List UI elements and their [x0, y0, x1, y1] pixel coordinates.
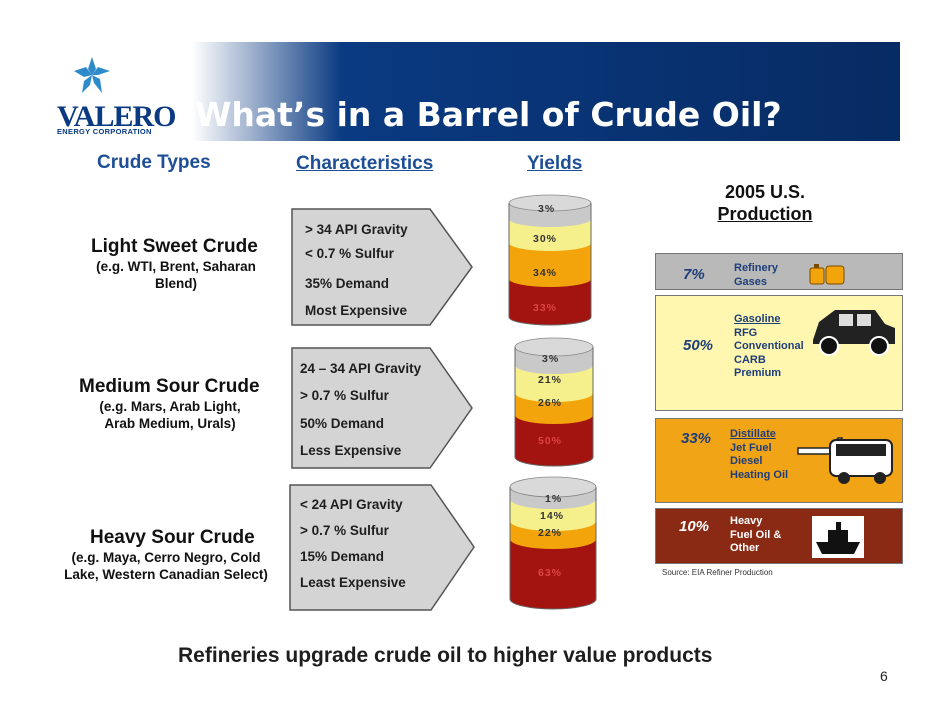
- production-row-refinery-gases: [655, 253, 903, 290]
- characteristic-text: < 24 API Gravity: [300, 497, 403, 512]
- yield-pct: 34%: [533, 267, 558, 279]
- crude-examples-medium-sour: (e.g. Mars, Arab Light, Arab Medium, Ural…: [99, 399, 241, 431]
- yield-pct: 63%: [538, 567, 563, 579]
- characteristics-arrow-heavy-sour: [288, 483, 475, 611]
- production-list: Gasoline RFG Conventional CARB Premium: [734, 313, 804, 379]
- production-heading: 2005 U.S. Production: [717, 182, 813, 224]
- yield-pct: 30%: [533, 233, 558, 245]
- plane-bus-icon: [790, 424, 900, 499]
- yield-barrel-medium-sour: [512, 335, 596, 478]
- characteristic-text: > 0.7 % Sulfur: [300, 523, 389, 538]
- production-pct: 10%: [679, 518, 710, 535]
- ship-icon: [812, 516, 864, 563]
- column-heading-yields: Yields: [527, 153, 583, 174]
- column-heading-crude-types: Crude Types: [97, 152, 211, 173]
- yield-barrel-light-sweet: [505, 193, 595, 338]
- characteristic-text: 35% Demand: [305, 276, 390, 291]
- characteristics-arrow-medium-sour: [290, 346, 475, 469]
- footer-tagline: Refineries upgrade crude oil to higher v…: [178, 644, 713, 667]
- yield-pct: 50%: [538, 435, 563, 447]
- characteristic-text: 24 – 34 API Gravity: [300, 361, 422, 376]
- characteristics-arrow-light-sweet: [290, 207, 475, 326]
- production-list: Refinery Gases: [734, 262, 779, 288]
- characteristic-text: 15% Demand: [300, 549, 385, 564]
- production-pct: 50%: [683, 337, 714, 354]
- crude-examples-heavy-sour: (e.g. Maya, Cerro Negro, Cold Lake, Weste…: [64, 550, 268, 582]
- page-number: 6: [880, 668, 888, 684]
- characteristic-text: > 0.7 % Sulfur: [300, 388, 389, 403]
- yield-pct: 33%: [533, 302, 558, 314]
- crude-name-heavy-sour: Heavy Sour Crude: [90, 527, 255, 548]
- yield-pct: 3%: [538, 203, 556, 215]
- car-icon: [805, 300, 900, 365]
- yield-pct: 1%: [545, 493, 563, 505]
- yield-pct: 26%: [538, 397, 563, 409]
- characteristic-text: < 0.7 % Sulfur: [305, 246, 394, 261]
- column-heading-characteristics: Characteristics: [296, 153, 434, 174]
- characteristic-text: Least Expensive: [300, 575, 406, 590]
- production-list: Heavy Fuel Oil & Other: [730, 515, 782, 554]
- crude-examples-light-sweet: (e.g. WTI, Brent, Saharan Blend): [96, 259, 256, 291]
- characteristic-text: Less Expensive: [300, 443, 402, 458]
- crude-name-light-sweet: Light Sweet Crude: [91, 236, 258, 257]
- logo-subtitle: ENERGY CORPORATION: [57, 127, 152, 136]
- characteristic-text: 50% Demand: [300, 416, 385, 431]
- characteristic-text: Most Expensive: [305, 303, 408, 318]
- source-note: Source: EIA Refiner Production: [662, 568, 773, 577]
- yield-pct: 14%: [540, 510, 565, 522]
- characteristic-text: > 34 API Gravity: [305, 222, 408, 237]
- page-title: What’s in a Barrel of Crude Oil?: [195, 95, 782, 134]
- yield-pct: 22%: [538, 527, 563, 539]
- production-list: Distillate Jet Fuel Diesel Heating Oil: [730, 428, 789, 481]
- yield-pct: 21%: [538, 374, 563, 386]
- valero-logo-icon: [72, 55, 112, 97]
- crude-name-medium-sour: Medium Sour Crude: [79, 376, 260, 397]
- logo-wordmark: VALERO: [57, 100, 176, 133]
- yield-barrel-heavy-sour: [506, 475, 600, 620]
- production-pct: 33%: [681, 430, 712, 447]
- production-pct: 7%: [683, 266, 705, 283]
- gas-tank-icon: [808, 262, 846, 291]
- yield-pct: 3%: [542, 353, 560, 365]
- title-banner: [42, 42, 900, 141]
